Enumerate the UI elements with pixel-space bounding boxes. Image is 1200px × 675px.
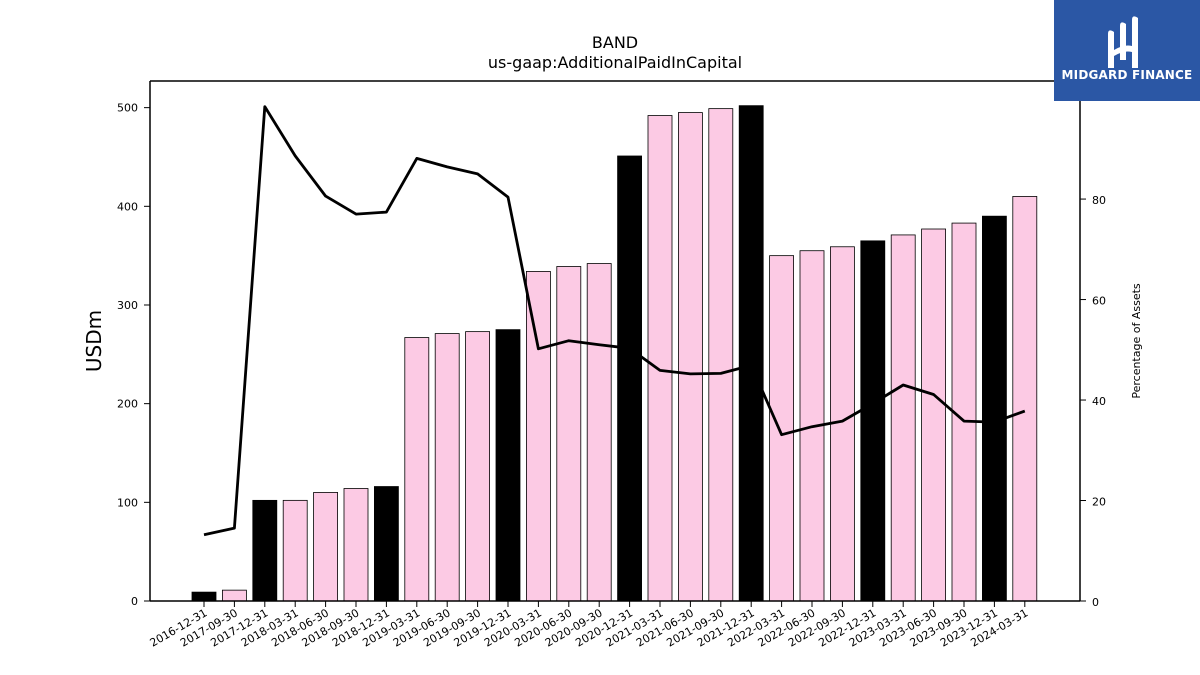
y2-tick-label-0: 0 (1092, 596, 1099, 609)
bar-2018-03-31 (282, 499, 308, 602)
bar-2024-03-31 (1012, 196, 1038, 602)
bar-2023-06-30 (921, 228, 946, 602)
y-tick-label-500: 500 (117, 102, 138, 115)
y2-axis-label: Percentage of Assets (1130, 283, 1143, 399)
bar-2023-03-31 (890, 234, 916, 602)
bar-2023-09-30 (951, 222, 977, 602)
logo-text: MIDGARD FINANCE (1061, 68, 1193, 82)
bar-2021-09-30 (708, 108, 734, 602)
bar-2016-12-31 (191, 591, 217, 602)
y2-tick-label-40: 40 (1092, 395, 1106, 408)
bar-2023-12-31 (982, 215, 1007, 602)
y-tick-label-200: 200 (117, 398, 138, 411)
percentage-line (203, 105, 1026, 537)
bar-2017-12-31 (252, 499, 278, 602)
bar-2020-06-30 (556, 266, 582, 602)
bar-2018-12-31 (373, 486, 399, 602)
bar-2020-03-31 (526, 271, 551, 602)
bar-2021-06-30 (678, 112, 703, 602)
y-axis-label: USDm (82, 310, 106, 372)
bar-2022-03-31 (769, 255, 794, 602)
chart-title: BAND (592, 33, 638, 52)
line-series (203, 105, 1026, 537)
y-tick-label-300: 300 (117, 299, 138, 312)
y2-tick-label-80: 80 (1092, 194, 1106, 207)
bar-2019-09-30 (465, 331, 491, 602)
bar-series (191, 105, 1038, 602)
y-tick-label-400: 400 (117, 200, 138, 213)
axes (144, 80, 1086, 607)
bar-2021-12-31 (738, 105, 764, 602)
bar-2020-09-30 (586, 263, 612, 602)
midgard-logo-icon (1108, 16, 1138, 68)
bar-2019-12-31 (495, 329, 521, 602)
y2-tick-label-60: 60 (1092, 295, 1106, 308)
midgard-logo: MIDGARD FINANCE (1054, 0, 1200, 101)
chart-subtitle: us-gaap:AdditionalPaidInCapital (488, 53, 742, 72)
bar-2017-09-30 (221, 589, 247, 602)
y2-tick-label-20: 20 (1092, 496, 1106, 509)
bar-2019-06-30 (434, 333, 460, 602)
bar-2018-06-30 (313, 492, 339, 602)
bar-2019-03-31 (404, 337, 430, 602)
bar-2018-09-30 (343, 488, 369, 602)
bar-2020-12-31 (617, 155, 642, 602)
bar-2022-12-31 (860, 240, 886, 602)
bar-2021-03-31 (647, 115, 673, 602)
y-tick-label-100: 100 (117, 496, 138, 509)
y-tick-label-0: 0 (131, 595, 138, 608)
